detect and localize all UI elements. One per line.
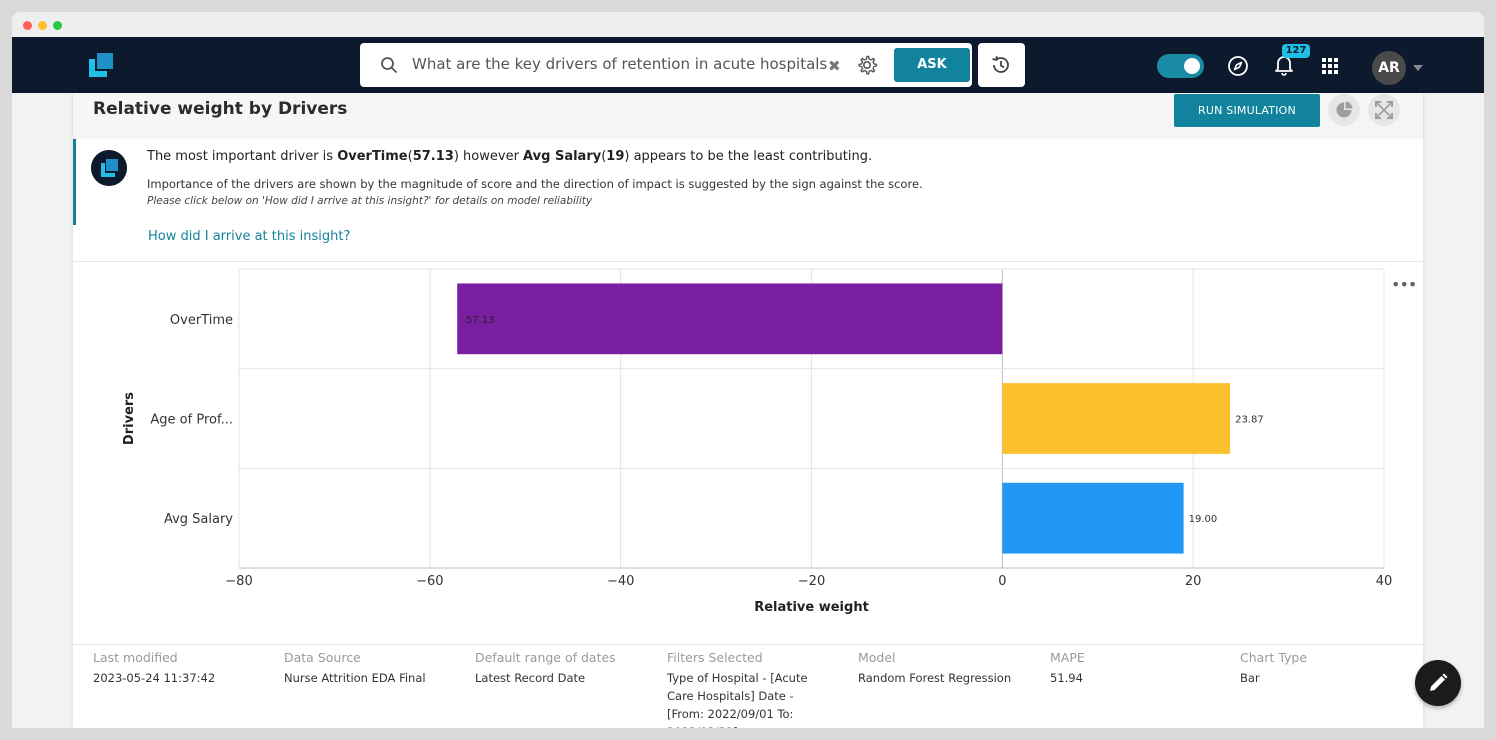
metadata-value: 2023-05-24 11:37:42 — [93, 671, 216, 685]
card-header: Relative weight by Drivers RUN SIMULATIO… — [73, 93, 1423, 139]
least-driver-value: 19 — [606, 149, 625, 164]
metadata-item: Filters Selected Type of Hospital - [Acut… — [667, 650, 847, 728]
gear-icon[interactable] — [856, 54, 878, 76]
metadata-label: Data Source — [284, 650, 361, 665]
x-tick-label: −40 — [607, 574, 634, 589]
metadata-item: Default range of dates Latest Record Date — [475, 650, 655, 687]
expand-button[interactable] — [1368, 94, 1400, 126]
ask-button[interactable]: ASK — [894, 48, 970, 82]
drivers-bar-chart: -57.13 OverTime 23.87 Age of Prof... 19.00 Av… — [122, 268, 1393, 615]
top-navigation-bar: What are the key drivers of retention in… — [12, 37, 1484, 93]
close-window-dot[interactable] — [23, 21, 32, 30]
metadata-item: MAPE 51.94 — [1050, 650, 1230, 687]
card-title: Relative weight by Drivers — [93, 99, 348, 119]
notification-count-badge: 127 — [1282, 44, 1310, 58]
metadata-value: 51.94 — [1050, 671, 1083, 685]
metadata-value: Latest Record Date — [475, 671, 586, 685]
metadata-label: Chart Type — [1240, 650, 1308, 665]
metadata-item: Last modified 2023-05-24 11:37:42 — [93, 650, 273, 687]
minimize-window-dot[interactable] — [38, 21, 47, 30]
pencil-icon — [1430, 673, 1448, 691]
window-titlebar — [12, 12, 1484, 37]
metadata-value: Random Forest Regression — [858, 671, 1012, 685]
divider — [73, 261, 1423, 262]
insight-headline: The most important driver is OverTime(57… — [147, 149, 873, 164]
metadata-label: MAPE — [1050, 650, 1085, 665]
more-options-icon[interactable]: ••• — [1391, 275, 1417, 294]
search-icon — [381, 57, 398, 74]
insight-explanation: Importance of the drivers are shown by t… — [147, 177, 923, 191]
search-input[interactable]: What are the key drivers of retention in… — [412, 55, 828, 73]
metadata-value: Nurse Attrition EDA Final — [284, 671, 426, 685]
metadata-item: Data Source Nurse Attrition EDA Final — [284, 650, 464, 687]
bar — [1002, 383, 1231, 454]
divider — [73, 644, 1423, 645]
search-bar: What are the key drivers of retention in… — [360, 43, 972, 87]
x-tick-label: −60 — [416, 574, 443, 589]
run-simulation-button[interactable]: RUN SIMULATION — [1174, 94, 1320, 127]
bar — [1002, 482, 1184, 554]
mode-toggle[interactable] — [1157, 54, 1204, 78]
user-avatar[interactable]: AR — [1372, 51, 1406, 85]
app-window: What are the key drivers of retention in… — [12, 12, 1484, 728]
data-label: 19.00 — [1189, 514, 1218, 525]
x-tick-label: 40 — [1376, 574, 1393, 589]
metadata-value: Type of Hospital - [Acute Care Hospitals… — [667, 671, 808, 728]
expand-icon — [1375, 101, 1393, 119]
app-logo-icon[interactable] — [89, 53, 113, 77]
metadata-label: Last modified — [93, 650, 178, 665]
history-button[interactable] — [978, 43, 1025, 87]
top-driver-name: OverTime — [337, 149, 408, 164]
y-tick-label: Age of Prof... — [150, 413, 233, 428]
history-icon — [992, 56, 1009, 73]
metadata-item: Model Random Forest Regression — [858, 650, 1038, 687]
x-tick-label: 20 — [1185, 574, 1202, 589]
insight-note: Please click below on 'How did I arrive … — [147, 195, 593, 207]
clear-search-icon[interactable]: ✖ — [828, 57, 841, 75]
x-axis-title: Relative weight — [754, 600, 869, 615]
least-driver-name: Avg Salary — [523, 149, 602, 164]
x-tick-label: −20 — [798, 574, 825, 589]
metadata-label: Default range of dates — [475, 650, 616, 665]
top-driver-value: 57.13 — [412, 149, 454, 164]
y-tick-label: Avg Salary — [164, 512, 233, 527]
pie-chart-icon — [1336, 101, 1353, 118]
toggle-knob — [1184, 58, 1200, 74]
metadata-label: Model — [858, 650, 896, 665]
data-label: -57.13 — [462, 315, 494, 326]
bar — [457, 283, 1003, 355]
chart-type-button[interactable] — [1328, 94, 1360, 126]
compass-icon[interactable] — [1227, 55, 1249, 77]
edit-button[interactable] — [1415, 660, 1461, 706]
metadata-label: Filters Selected — [667, 650, 763, 665]
insight-summary: The most important driver is OverTime(57… — [73, 139, 1423, 225]
y-tick-label: OverTime — [170, 313, 233, 328]
y-axis-title: Drivers — [122, 392, 137, 445]
assistant-logo-icon — [91, 150, 127, 186]
insight-accent-bar — [73, 139, 76, 225]
insight-details-link[interactable]: How did I arrive at this insight? — [148, 229, 351, 244]
metadata-value: Bar — [1240, 671, 1260, 685]
insight-card: Relative weight by Drivers RUN SIMULATIO… — [73, 93, 1423, 728]
data-label: 23.87 — [1235, 415, 1264, 426]
maximize-window-dot[interactable] — [53, 21, 62, 30]
x-tick-label: 0 — [998, 574, 1006, 589]
apps-grid-icon[interactable] — [1322, 58, 1338, 74]
chevron-down-icon[interactable] — [1413, 65, 1423, 71]
metadata-item: Chart Type Bar — [1240, 650, 1420, 687]
x-tick-label: −80 — [225, 574, 252, 589]
